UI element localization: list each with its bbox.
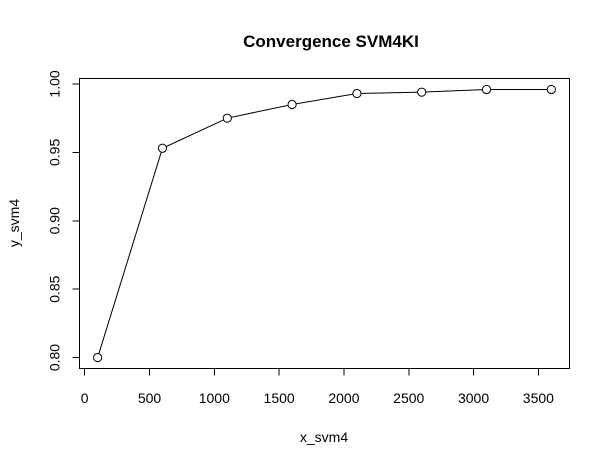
- data-point: [222, 113, 232, 123]
- x-tick-label: 0: [81, 390, 89, 406]
- y-tick-label: 0.80: [47, 344, 63, 371]
- x-tick-label: 500: [138, 390, 162, 406]
- y-axis: 0.80 0.85 0.90 0.95 1.00: [47, 70, 80, 371]
- data-point: [546, 84, 556, 95]
- data-point: [481, 84, 492, 95]
- data-point: [93, 352, 103, 363]
- data-point: [352, 88, 362, 99]
- x-tick-label: 2500: [393, 390, 424, 406]
- data-point: [417, 87, 427, 97]
- y-tick-label: 1.00: [47, 70, 63, 97]
- data-point: [157, 143, 168, 153]
- plot-area: [79, 78, 570, 369]
- x-tick-label: 1500: [264, 390, 295, 406]
- x-tick-label: 1000: [199, 390, 230, 406]
- data-point: [287, 99, 297, 110]
- y-tick-label: 0.90: [47, 207, 63, 234]
- y-tick-label: 0.95: [47, 139, 63, 166]
- series-line: [97, 88, 552, 358]
- x-tick-label: 2000: [328, 390, 359, 406]
- x-axis-title: x_svm4: [300, 429, 348, 445]
- y-tick-label: 0.85: [47, 275, 63, 302]
- y-axis-title: y_svm4: [6, 199, 22, 247]
- data-points: [93, 84, 556, 363]
- x-tick-label: 3000: [458, 390, 489, 406]
- x-axis: 0 500 1000 1500 2000 2500 3000 3500: [81, 368, 554, 406]
- x-tick-label: 3500: [523, 390, 554, 406]
- chart-title: Convergence SVM4KI: [243, 32, 419, 51]
